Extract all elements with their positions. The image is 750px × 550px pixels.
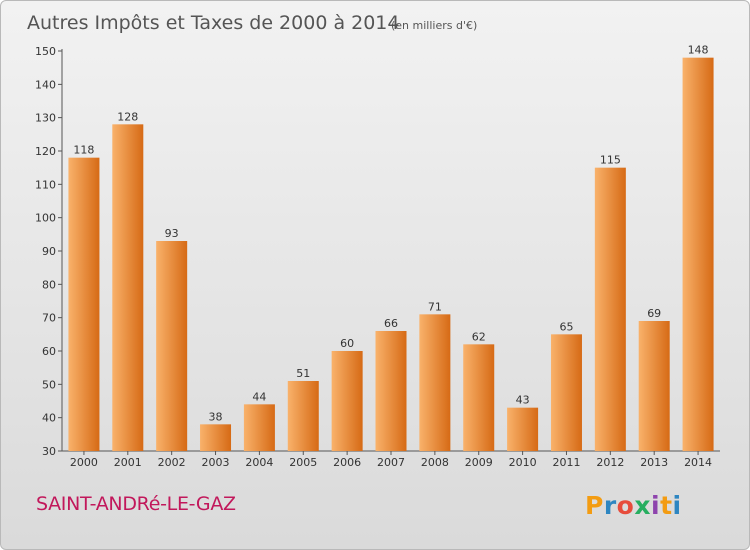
bar-value-label: 71	[428, 300, 442, 313]
bar	[375, 331, 407, 451]
bar	[638, 321, 670, 451]
logo-letter: x	[634, 491, 651, 520]
bar	[287, 381, 319, 451]
y-tick-label: 120	[35, 145, 56, 158]
bar-value-label: 43	[516, 394, 530, 407]
bar-value-label: 148	[688, 44, 709, 57]
bar	[682, 57, 714, 452]
bar-value-label: 65	[559, 320, 573, 333]
y-tick-label: 110	[35, 178, 56, 191]
x-tick-label: 2006	[333, 456, 361, 469]
bar	[419, 314, 451, 451]
y-tick-label: 130	[35, 112, 56, 125]
bar	[68, 157, 100, 451]
logo-letter: t	[660, 491, 673, 520]
y-tick-label: 30	[42, 445, 56, 458]
bar	[200, 424, 232, 451]
x-tick-label: 2012	[596, 456, 624, 469]
y-tick-label: 90	[42, 245, 56, 258]
y-tick-label: 50	[42, 378, 56, 391]
chart-subtitle: (en milliers d'€)	[391, 19, 477, 32]
bar	[243, 404, 275, 451]
bar-value-label: 128	[117, 110, 138, 123]
bar-value-label: 60	[340, 337, 354, 350]
x-tick-label: 2009	[465, 456, 493, 469]
x-tick-label: 2003	[202, 456, 230, 469]
logo-letter: i	[651, 491, 661, 520]
x-tick-label: 2010	[509, 456, 537, 469]
y-tick-label: 100	[35, 212, 56, 225]
bar-value-label: 93	[165, 227, 179, 240]
x-tick-label: 2005	[289, 456, 317, 469]
bar-value-label: 69	[647, 307, 661, 320]
x-tick-label: 2001	[114, 456, 142, 469]
y-tick-label: 150	[35, 45, 56, 58]
bar	[463, 344, 495, 451]
proxiti-logo: Proxiti	[585, 491, 682, 520]
bar-value-label: 38	[209, 410, 223, 423]
x-tick-label: 2002	[158, 456, 186, 469]
x-tick-label: 2007	[377, 456, 405, 469]
bar-value-label: 44	[252, 390, 266, 403]
bar-value-label: 115	[600, 154, 621, 167]
logo-letter: o	[616, 491, 635, 520]
bar	[507, 407, 539, 451]
bar	[156, 241, 188, 451]
x-tick-label: 2008	[421, 456, 449, 469]
commune-name: SAINT-ANDRé-LE-GAZ	[36, 493, 236, 515]
bar	[594, 167, 626, 451]
logo-letter: P	[585, 491, 604, 520]
chart-title: Autres Impôts et Taxes de 2000 à 2014	[27, 12, 400, 34]
y-tick-label: 70	[42, 312, 56, 325]
x-tick-label: 2013	[640, 456, 668, 469]
bar-value-label: 62	[472, 330, 486, 343]
y-tick-label: 40	[42, 412, 56, 425]
bar-value-label: 118	[73, 144, 94, 157]
x-tick-label: 2011	[552, 456, 580, 469]
y-tick-label: 60	[42, 345, 56, 358]
y-tick-label: 140	[35, 78, 56, 91]
bar-value-label: 66	[384, 317, 398, 330]
x-tick-label: 2014	[684, 456, 712, 469]
x-tick-label: 2004	[245, 456, 273, 469]
bar-value-label: 51	[296, 367, 310, 380]
bar	[331, 351, 363, 451]
logo-letter: r	[603, 491, 617, 520]
logo-letter: i	[672, 491, 682, 520]
x-tick-label: 2000	[70, 456, 98, 469]
bar	[550, 334, 582, 451]
y-tick-label: 80	[42, 278, 56, 291]
bar	[112, 124, 144, 451]
